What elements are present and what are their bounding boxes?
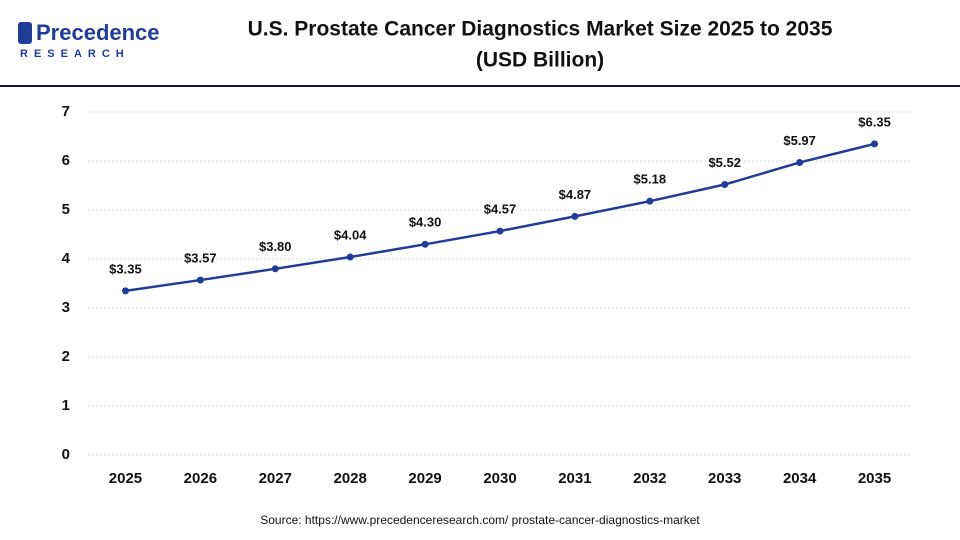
point — [646, 197, 654, 205]
x-tick-label: 2027 — [259, 470, 292, 487]
point — [571, 212, 579, 220]
y-tick-label: 2 — [62, 348, 70, 365]
value-label: $4.57 — [484, 202, 517, 217]
x-tick-label: 2031 — [558, 470, 591, 487]
y-tick-label: 3 — [62, 299, 70, 316]
y-tick-label: 5 — [62, 201, 70, 218]
value-label: $3.80 — [259, 239, 292, 254]
value-label: $3.35 — [109, 261, 142, 276]
point — [871, 140, 879, 148]
source: Source: https://www.precedenceresearch.c… — [260, 513, 700, 527]
x-tick-label: 2029 — [408, 470, 441, 487]
x-tick-label: 2034 — [783, 470, 817, 487]
y-tick-label: 7 — [62, 103, 70, 120]
x-tick-label: 2025 — [109, 470, 142, 487]
value-label: $6.35 — [858, 114, 891, 129]
value-label: $5.18 — [634, 172, 667, 187]
y-tick-label: 1 — [62, 397, 70, 414]
logo-tagline: RESEARCH — [20, 48, 130, 60]
x-tick-label: 2028 — [333, 470, 366, 487]
logo-name: Precedence — [36, 20, 160, 45]
y-tick-label: 4 — [62, 250, 71, 267]
x-tick-label: 2035 — [858, 470, 891, 487]
value-label: $4.87 — [559, 187, 592, 202]
y-tick-label: 6 — [62, 152, 70, 169]
x-tick-label: 2033 — [708, 470, 741, 487]
point — [796, 158, 804, 166]
point — [496, 227, 504, 235]
point — [721, 181, 729, 189]
point — [196, 276, 204, 284]
point — [346, 253, 354, 261]
chart-subtitle: (USD Billion) — [476, 49, 604, 72]
point — [271, 265, 279, 273]
point — [421, 240, 429, 248]
value-label: $5.52 — [708, 155, 741, 170]
logo-icon — [18, 22, 32, 44]
value-label: $3.57 — [184, 251, 217, 266]
x-tick-label: 2026 — [184, 470, 217, 487]
value-label: $5.97 — [783, 133, 816, 148]
y-tick-label: 0 — [62, 446, 70, 463]
value-label: $4.30 — [409, 215, 442, 230]
chart-title: U.S. Prostate Cancer Diagnostics Market … — [248, 18, 833, 41]
x-tick-label: 2032 — [633, 470, 666, 487]
point — [121, 287, 129, 295]
value-label: $4.04 — [334, 227, 367, 242]
x-tick-label: 2030 — [483, 470, 516, 487]
